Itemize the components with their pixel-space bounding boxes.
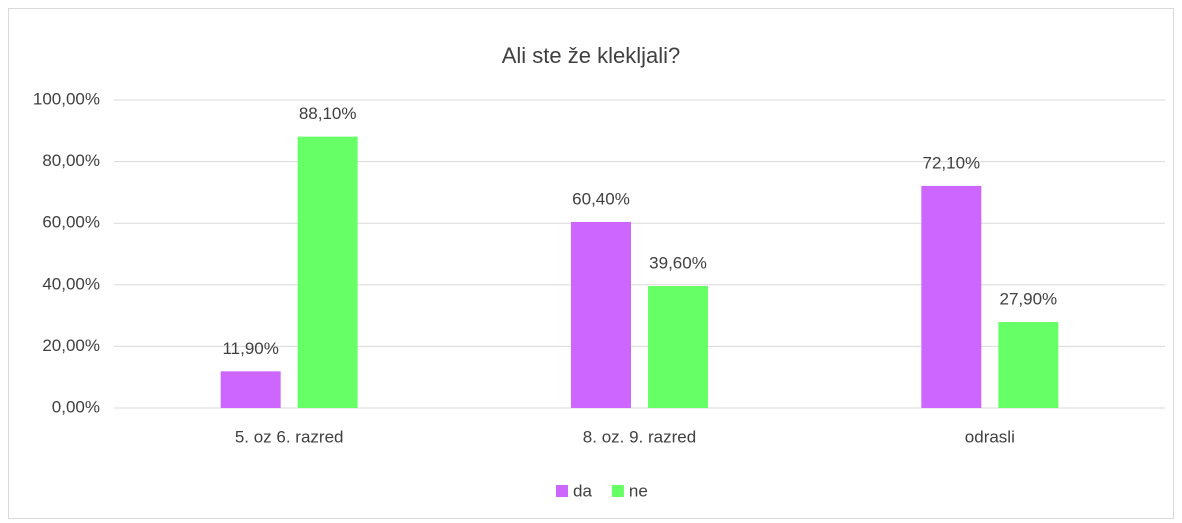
bar [297,136,358,409]
chart-title: Ali ste že klekljali? [502,43,681,68]
legend-label: ne [629,481,648,500]
value-label: 60,40% [572,189,630,208]
bar [220,371,281,408]
value-label: 88,10% [299,104,357,123]
y-tick-label: 100,00% [33,89,100,108]
bar [571,221,631,408]
value-label: 39,60% [649,254,707,273]
bar [921,185,982,408]
x-tick-label: odrasli [965,427,1015,446]
value-label: 72,10% [922,153,980,172]
legend-swatch [556,485,568,497]
x-tick-label: 8. oz. 9. razred [583,427,696,446]
y-tick-label: 0,00% [52,397,100,416]
bar [998,322,1059,408]
legend-label: da [573,481,592,500]
legend-swatch [611,485,624,497]
bar [648,286,708,408]
value-label: 27,90% [999,290,1057,309]
y-tick-label: 20,00% [42,336,100,355]
y-tick-label: 80,00% [42,151,100,170]
x-tick-label: 5. oz 6. razred [235,427,344,446]
value-label: 11,90% [222,339,278,358]
y-tick-label: 40,00% [42,274,100,293]
y-tick-label: 60,00% [42,213,100,232]
